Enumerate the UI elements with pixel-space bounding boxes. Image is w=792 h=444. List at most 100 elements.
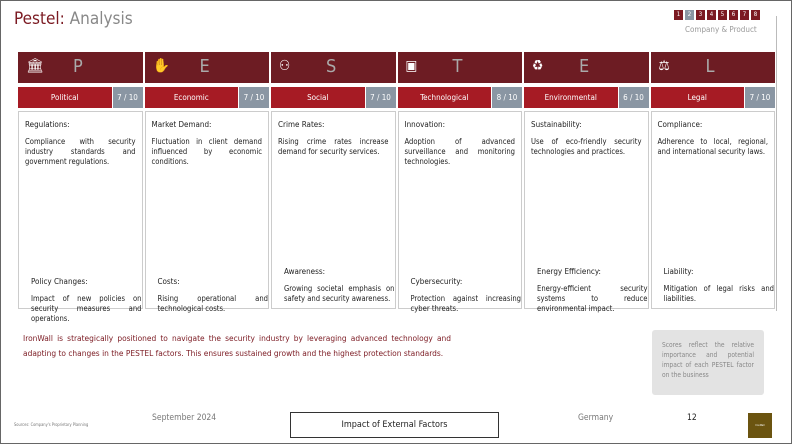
page-1-button[interactable]: 1 bbox=[674, 10, 683, 20]
item-heading: Costs: bbox=[157, 277, 180, 286]
page-8-button[interactable]: 8 bbox=[751, 10, 760, 20]
page-4-button[interactable]: 4 bbox=[707, 10, 716, 20]
company-logo: IronWall bbox=[748, 413, 772, 438]
factor-item: Innovation: Adoption of advanced surveill… bbox=[405, 120, 516, 167]
factor-body: Crime Rates: Rising crime rates increase … bbox=[271, 111, 396, 309]
factor-label-row: Technological 8 / 10 bbox=[397, 87, 522, 108]
item-heading: Awareness: bbox=[284, 267, 326, 276]
footer-page-number: 12 bbox=[687, 413, 697, 423]
factor-body: Market Demand: Fluctuation in client dema… bbox=[144, 111, 269, 313]
factor-label-row: Environmental 6 / 10 bbox=[524, 87, 649, 108]
factor-score: 8 / 10 bbox=[492, 87, 522, 108]
factor-label-row: Political 7 / 10 bbox=[18, 87, 143, 108]
factor-letter: L bbox=[705, 56, 715, 77]
item-heading: Policy Changes: bbox=[31, 277, 88, 286]
factor-item: Energy Efficiency: Energy-efficient secur… bbox=[537, 267, 648, 314]
page-3-button[interactable]: 3 bbox=[696, 10, 705, 20]
factor-letter: E bbox=[199, 56, 210, 77]
item-text: Energy-efficient security systems to red… bbox=[537, 284, 648, 313]
factor-item: Policy Changes: Impact of new policies on… bbox=[31, 277, 142, 324]
factor-item: Costs: Rising operational and technologic… bbox=[158, 277, 269, 314]
factor-label: Social bbox=[271, 87, 365, 108]
factor-item: Regulations: Compliance with security ind… bbox=[25, 120, 136, 167]
summary-text: IronWall is strategically positioned to … bbox=[23, 333, 451, 358]
footer-country: Germany bbox=[578, 413, 614, 423]
hand-money-icon: ✋ bbox=[152, 58, 170, 74]
item-text: Protection against increasing cyber thre… bbox=[410, 294, 522, 313]
item-heading: Innovation: bbox=[404, 120, 446, 129]
factor-body: Innovation: Adoption of advanced surveill… bbox=[397, 111, 522, 313]
factor-label: Economic bbox=[144, 87, 238, 108]
factor-body: Sustainability: Use of eco-friendly secur… bbox=[524, 111, 649, 313]
factor-score: 7 / 10 bbox=[365, 87, 396, 108]
footer-date: September 2024 bbox=[152, 413, 217, 423]
factor-score: 7 / 10 bbox=[112, 87, 143, 108]
factor-score: 7 / 10 bbox=[239, 87, 269, 108]
page-5-button[interactable]: 5 bbox=[718, 10, 727, 20]
page-7-button[interactable]: 7 bbox=[740, 10, 749, 20]
item-text: Impact of new policies on security measu… bbox=[31, 294, 142, 323]
factor-column-technological: ▣ T Technological 8 / 10 Innovation: Adopti… bbox=[397, 52, 522, 313]
factor-item: Compliance: Adherence to local, regional,… bbox=[658, 120, 769, 157]
item-text: Mitigation of legal risks and liabilitie… bbox=[663, 284, 775, 303]
item-heading: Cybersecurity: bbox=[410, 277, 463, 286]
factor-column-economic: ✋ E Economic 7 / 10 Market Demand: Fluctuat… bbox=[144, 52, 269, 313]
item-heading: Market Demand: bbox=[151, 120, 212, 129]
item-heading: Compliance: bbox=[657, 120, 703, 129]
item-text: Fluctuation in client demand influenced … bbox=[151, 137, 263, 166]
factor-label-row: Social 7 / 10 bbox=[271, 87, 396, 108]
factor-column-political: 🏛 P Political 7 / 10 Regulations: Complianc… bbox=[18, 52, 143, 323]
item-heading: Crime Rates: bbox=[278, 120, 325, 129]
factor-letter: E bbox=[579, 56, 590, 77]
item-text: Adherence to local, regional, and intern… bbox=[657, 137, 769, 156]
factor-label: Technological bbox=[397, 87, 491, 108]
factor-item: Awareness: Growing societal emphasis on s… bbox=[284, 267, 395, 304]
factor-column-legal: ⚖ L Legal 7 / 10 Compliance: Adherence to l… bbox=[650, 52, 775, 309]
chip-icon: ▣ bbox=[405, 58, 418, 74]
bank-icon: 🏛 bbox=[26, 58, 44, 74]
item-text: Rising operational and technological cos… bbox=[157, 294, 269, 313]
factor-item: Crime Rates: Rising crime rates increase … bbox=[278, 120, 389, 157]
gavel-icon: ⚖ bbox=[658, 58, 670, 74]
factor-item: Cybersecurity: Protection against increas… bbox=[411, 277, 522, 314]
factor-label-row: Legal 7 / 10 bbox=[650, 87, 775, 108]
scrollbar[interactable] bbox=[776, 16, 777, 311]
factor-score: 7 / 10 bbox=[745, 87, 775, 108]
factor-header: 🏛 P bbox=[18, 52, 143, 83]
factor-item: Sustainability: Use of eco-friendly secur… bbox=[531, 120, 642, 157]
factor-score: 6 / 10 bbox=[618, 87, 649, 108]
factor-label: Legal bbox=[650, 87, 744, 108]
item-heading: Sustainability: bbox=[531, 120, 582, 129]
factor-header: ♻ E bbox=[524, 52, 649, 83]
factor-body: Regulations: Compliance with security ind… bbox=[18, 111, 143, 323]
factor-body: Compliance: Adherence to local, regional,… bbox=[650, 111, 775, 309]
item-text: Growing societal emphasis on safety and … bbox=[284, 284, 395, 303]
factor-header: ⚖ L bbox=[650, 52, 775, 83]
item-heading: Regulations: bbox=[25, 120, 70, 129]
item-heading: Liability: bbox=[663, 267, 694, 276]
item-text: Compliance with security industry standa… bbox=[25, 137, 136, 166]
title-main: Pestel: bbox=[14, 9, 65, 29]
factor-label: Environmental bbox=[524, 87, 618, 108]
item-text: Use of eco-friendly security technologie… bbox=[531, 137, 642, 156]
factor-letter: T bbox=[452, 56, 463, 77]
page-6-button[interactable]: 6 bbox=[729, 10, 738, 20]
factor-column-environmental: ♻ E Environmental 6 / 10 Sustainability: Us… bbox=[524, 52, 649, 313]
section-label: Company & Product bbox=[685, 25, 757, 34]
factor-label: Political bbox=[18, 87, 112, 108]
score-note: Scores reflect the relative importance a… bbox=[652, 330, 764, 395]
factor-letter: S bbox=[326, 56, 337, 77]
item-text: Adoption of advanced surveillance and mo… bbox=[404, 137, 516, 166]
factor-letter: P bbox=[73, 56, 83, 77]
factor-label-row: Economic 7 / 10 bbox=[144, 87, 269, 108]
people-network-icon: ⚇ bbox=[279, 58, 291, 74]
page-2-button[interactable]: 2 bbox=[685, 10, 694, 20]
title-sub: Analysis bbox=[69, 9, 133, 29]
item-heading: Energy Efficiency: bbox=[537, 267, 601, 276]
factor-item: Liability: Mitigation of legal risks and … bbox=[664, 267, 775, 304]
pestel-columns: 🏛 P Political 7 / 10 Regulations: Complianc… bbox=[18, 52, 775, 323]
page-title: Pestel: Analysis bbox=[14, 9, 133, 29]
footer-title: Impact of External Factors bbox=[290, 412, 499, 438]
recycle-leaf-icon: ♻ bbox=[532, 58, 544, 74]
